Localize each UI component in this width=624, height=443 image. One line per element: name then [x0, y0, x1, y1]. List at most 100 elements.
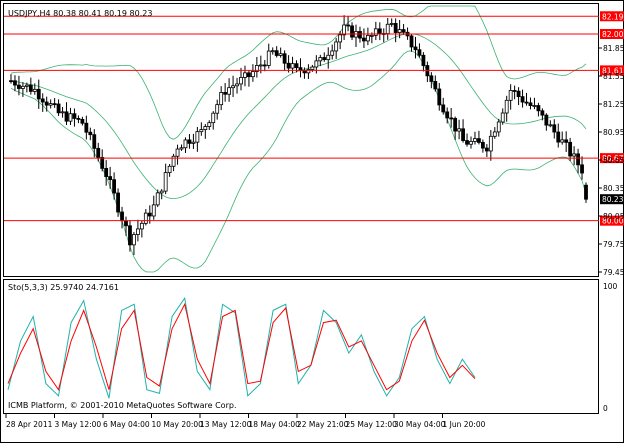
price-tick-label: 81.85	[603, 44, 624, 53]
stoch-signal-line	[7, 302, 476, 391]
candle-body	[338, 34, 343, 43]
level-tag-label: 82.19	[602, 12, 624, 21]
candle-body	[469, 141, 473, 145]
price-axis: 81.85 81.55 81.25 80.95 80.65 80.35 80.05 79.75…	[599, 44, 624, 277]
candle-body	[124, 220, 128, 227]
candle-body	[68, 113, 73, 122]
candle-body	[544, 114, 549, 126]
candle-body	[417, 49, 422, 56]
candle-body	[536, 105, 541, 112]
main-chart-frame	[3, 3, 599, 277]
candle-body	[108, 176, 113, 181]
candle-body	[397, 29, 402, 33]
candle-body	[76, 118, 81, 120]
candle-body	[334, 41, 339, 52]
candle-body	[500, 112, 505, 123]
candle-body	[389, 23, 394, 25]
stoch-axis-label: 100	[603, 282, 618, 291]
candle-body	[32, 88, 37, 92]
candle-body	[207, 122, 212, 127]
candle-body	[211, 112, 216, 124]
candle-body	[310, 66, 315, 70]
candle-body	[532, 105, 537, 107]
candle-body	[132, 234, 136, 246]
candle-body	[290, 63, 295, 69]
candle-body	[326, 54, 331, 61]
candle-body	[247, 72, 251, 78]
time-tick-label: 18 May 04:00	[249, 420, 301, 429]
price-tick-label: 79.45	[603, 268, 624, 277]
candle-body	[48, 103, 53, 106]
candle-body	[270, 50, 275, 53]
candle-body	[369, 34, 374, 37]
candle-body	[377, 28, 382, 34]
candle-body	[294, 63, 299, 69]
candle-body	[528, 102, 533, 106]
candle-body	[480, 142, 485, 149]
candle-body	[72, 113, 77, 119]
candle-body	[17, 84, 21, 89]
candle-body	[159, 190, 164, 194]
candle-body	[231, 85, 235, 89]
band-middle	[10, 33, 587, 200]
candle-body	[441, 104, 446, 113]
candle-body	[104, 167, 109, 177]
candle-body	[413, 46, 418, 51]
candle-body	[564, 139, 569, 143]
candle-body	[362, 37, 366, 42]
price-tick-label: 80.95	[603, 128, 624, 137]
candle-body	[254, 65, 259, 72]
candle-body	[199, 129, 204, 133]
candle-body	[520, 96, 525, 103]
candle-body	[401, 29, 406, 33]
candle-body	[465, 140, 469, 145]
candle-body	[56, 103, 61, 114]
chart-title: USDJPY,H4 80.38 80.41 80.19 80.23	[8, 9, 153, 18]
candle-body	[560, 139, 565, 143]
candle-body	[306, 69, 311, 74]
price-tick-label: 80.05	[603, 212, 624, 221]
candle-body	[215, 104, 220, 114]
candle-body	[84, 122, 89, 133]
platform-watermark: ICMB Platform, © 2001-2010 MetaQuotes So…	[8, 401, 237, 410]
stoch-main-line	[7, 296, 476, 399]
candle-body	[365, 35, 370, 42]
candle-body	[40, 98, 45, 103]
candle-body	[120, 211, 124, 222]
candle-body	[250, 71, 255, 78]
candle-body	[135, 228, 140, 235]
candle-body	[504, 99, 509, 114]
candle-body	[44, 101, 49, 106]
candle-body	[318, 57, 323, 62]
candle-body	[191, 141, 196, 144]
candle-body	[385, 23, 390, 34]
candle-body	[496, 121, 501, 133]
indicator-frame	[3, 279, 599, 414]
level-tag-label: 81.61	[602, 66, 624, 75]
candle-body	[552, 124, 557, 133]
candle-body	[13, 80, 17, 86]
current-price-tag	[600, 194, 624, 205]
candle-body	[151, 204, 156, 217]
time-tick-label: 28 Apr 2011	[6, 420, 53, 429]
time-axis: 28 Apr 2011 3 May 12:00 6 May 04:00 10 May …	[5, 414, 486, 429]
stoch-axis-label: 0	[603, 404, 608, 413]
candle-body	[88, 131, 93, 136]
candle-body	[330, 50, 335, 56]
candle-body	[473, 138, 477, 142]
candle-body	[556, 131, 561, 143]
candle-body	[484, 147, 489, 152]
candle-body	[36, 88, 41, 100]
candle-body	[274, 50, 279, 56]
candle-body	[195, 131, 200, 143]
indicator-title: Sto(5,3,3) 25.9740 24.7161	[8, 283, 119, 292]
candle-body	[580, 164, 584, 174]
candle-body	[223, 92, 228, 95]
level-tag-label: 80.00	[602, 217, 624, 226]
time-tick-label: 13 May 12:00	[200, 420, 252, 429]
candle-body	[516, 90, 521, 98]
candle-body	[239, 77, 243, 85]
time-tick-label: 1 Jun 20:00	[443, 420, 486, 429]
